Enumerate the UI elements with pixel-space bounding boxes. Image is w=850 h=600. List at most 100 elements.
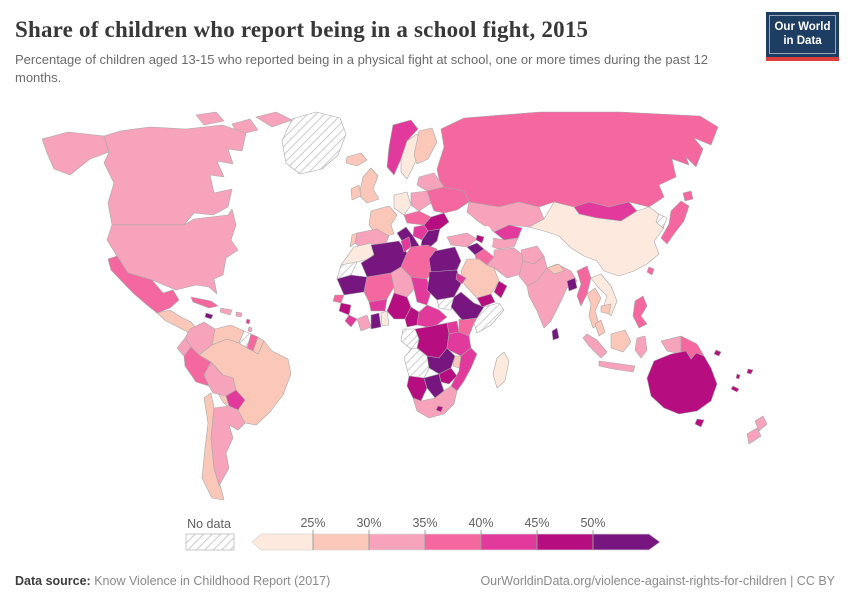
no-data-label: No data xyxy=(187,517,231,531)
country-oman[interactable] xyxy=(493,280,508,299)
legend-bin-0[interactable] xyxy=(251,533,314,551)
country-tasmania[interactable] xyxy=(694,418,705,428)
caspian-sea xyxy=(481,226,493,252)
legend-tick-label-25: 25% xyxy=(300,516,325,530)
country-chile[interactable] xyxy=(201,392,225,501)
data-source-text: Know Violence in Childhood Report (2017) xyxy=(90,574,331,588)
country-yemen[interactable] xyxy=(476,293,496,308)
country-new-zealand-south[interactable] xyxy=(746,427,762,445)
owid-credit-link[interactable]: OurWorldinData.org/violence-against-righ… xyxy=(480,574,835,588)
country-lesotho[interactable] xyxy=(435,405,444,413)
legend-bin-1[interactable] xyxy=(312,533,370,551)
chart-footer: Data source: Know Violence in Childhood … xyxy=(0,566,850,600)
country-eritrea[interactable] xyxy=(455,272,467,285)
country-south-africa[interactable] xyxy=(412,385,458,419)
country-germany[interactable] xyxy=(393,191,412,216)
country-solomon-islands[interactable] xyxy=(713,349,722,357)
country-vanuatu[interactable] xyxy=(735,373,741,380)
country-malaysia[interactable] xyxy=(594,319,606,337)
country-ghana[interactable] xyxy=(370,312,382,330)
country-madagascar[interactable] xyxy=(492,351,510,389)
country-canada-arctic-3[interactable] xyxy=(195,111,225,126)
country-puerto-rico[interactable] xyxy=(235,311,243,318)
country-angola[interactable] xyxy=(403,347,430,379)
country-mozambique[interactable] xyxy=(450,347,478,392)
country-cambodia[interactable] xyxy=(600,303,612,315)
country-antilles-1[interactable] xyxy=(245,318,251,325)
owid-logo-text: Our World in Data xyxy=(769,15,836,54)
country-hispaniola[interactable] xyxy=(219,307,233,316)
country-finland[interactable] xyxy=(413,127,438,165)
country-taiwan[interactable] xyxy=(646,266,655,276)
country-indonesia-sumatra[interactable] xyxy=(582,333,608,359)
country-russia[interactable] xyxy=(436,111,719,208)
country-poland[interactable] xyxy=(410,190,432,212)
country-argentina[interactable] xyxy=(210,405,246,487)
chart-subtitle: Percentage of children aged 13-15 who re… xyxy=(15,52,709,86)
country-cote-divoire[interactable] xyxy=(356,314,372,332)
country-japan[interactable] xyxy=(660,200,690,245)
country-antilles-2[interactable] xyxy=(247,326,253,333)
country-cuba[interactable] xyxy=(190,296,219,309)
country-bangladesh[interactable] xyxy=(566,277,578,292)
country-gabon-congo[interactable] xyxy=(400,328,420,350)
country-iceland[interactable] xyxy=(345,152,368,167)
no-data-swatch[interactable] xyxy=(185,533,235,551)
country-indonesia-papua[interactable] xyxy=(660,335,682,355)
country-sri-lanka[interactable] xyxy=(551,327,560,341)
country-mali[interactable] xyxy=(363,272,395,303)
country-china[interactable] xyxy=(528,201,665,277)
chart-header: Share of children who report being in a … xyxy=(0,0,850,88)
country-mexico[interactable] xyxy=(107,255,180,314)
country-iran[interactable] xyxy=(486,247,528,279)
country-myanmar[interactable] xyxy=(576,265,592,307)
country-indonesia-java[interactable] xyxy=(598,360,636,373)
country-canada-arctic-1[interactable] xyxy=(255,111,293,128)
country-namibia[interactable] xyxy=(406,375,428,402)
country-uzbekistan[interactable] xyxy=(493,224,523,241)
country-greenland[interactable] xyxy=(281,111,347,175)
country-philippines[interactable] xyxy=(632,295,648,329)
legend-tick-label-45: 45% xyxy=(524,516,549,530)
country-greece[interactable] xyxy=(420,228,441,250)
country-fiji[interactable] xyxy=(746,368,754,375)
legend-bin-4[interactable] xyxy=(480,533,538,551)
legend-bin-5[interactable] xyxy=(536,533,594,551)
country-togo-benin[interactable] xyxy=(380,310,390,327)
legend-bin-3[interactable] xyxy=(424,533,482,551)
country-south-korea[interactable] xyxy=(655,213,668,229)
country-nepal[interactable] xyxy=(546,263,565,275)
country-portugal[interactable] xyxy=(349,232,358,248)
data-source-label: Data source: xyxy=(15,574,91,588)
legend-bin-6[interactable] xyxy=(592,533,661,551)
country-alaska[interactable] xyxy=(41,131,110,176)
country-new-caledonia[interactable] xyxy=(730,385,740,393)
country-senegal[interactable] xyxy=(332,294,345,304)
country-azerbaijan[interactable] xyxy=(475,234,485,244)
country-canada[interactable] xyxy=(103,124,247,226)
country-burkina-faso[interactable] xyxy=(368,298,388,312)
country-bolivia[interactable] xyxy=(203,361,237,397)
country-ireland[interactable] xyxy=(350,184,362,201)
country-australia[interactable] xyxy=(646,350,718,415)
country-uk[interactable] xyxy=(358,167,380,204)
country-turkey[interactable] xyxy=(446,232,478,248)
country-sierra-leone-liberia[interactable] xyxy=(344,314,358,328)
country-new-zealand-north[interactable] xyxy=(754,415,768,432)
owid-logo[interactable]: Our World in Data xyxy=(766,12,839,61)
country-mauritania[interactable] xyxy=(336,274,368,296)
country-indonesia-sulawesi[interactable] xyxy=(634,335,648,359)
country-borneo[interactable] xyxy=(610,329,632,353)
legend-bin-2[interactable] xyxy=(368,533,426,551)
map-legend: No data 25% 30% 35% 40% 45% 50% xyxy=(0,508,850,558)
country-jamaica[interactable] xyxy=(204,312,214,320)
legend-tick-label-50: 50% xyxy=(580,516,605,530)
legend-tick-label-35: 35% xyxy=(412,516,437,530)
country-japan-hokkaido[interactable] xyxy=(682,190,694,202)
country-paraguay[interactable] xyxy=(225,389,246,411)
country-malawi[interactable] xyxy=(452,355,462,369)
country-south-sudan[interactable] xyxy=(436,296,455,311)
country-guinea[interactable] xyxy=(338,302,352,316)
legend-tick-label-40: 40% xyxy=(468,516,493,530)
